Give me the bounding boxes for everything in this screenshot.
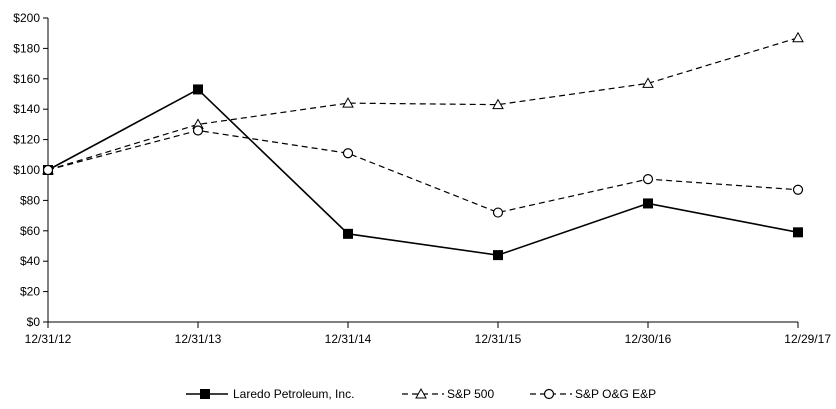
- data-point-s-p-o-g-e-p: [192, 125, 204, 136]
- y-axis-ticks: $0 $20 $40 $60 $80 $100 $120 $140 $160 $180 $200: [13, 11, 48, 329]
- legend-item-s-p-o-g-e-p: S&P O&G E&P: [530, 387, 656, 401]
- data-point-s-p-500: [492, 98, 504, 110]
- y-tick-label: $60: [20, 224, 40, 238]
- data-point-s-p-500: [642, 77, 654, 88]
- series-lines: [47, 37, 799, 256]
- y-tick-label: $180: [13, 41, 40, 55]
- y-tick-label: $160: [13, 72, 40, 86]
- series-line-laredo-petroleum-inc: [47, 88, 799, 256]
- data-point-s-p-o-g-e-p: [342, 148, 354, 159]
- legend-label-s-p-500: S&P 500: [447, 387, 494, 401]
- y-tick-label: $40: [20, 254, 40, 268]
- x-tick-label: 12/31/12: [25, 332, 72, 346]
- x-tick-label: 12/31/15: [475, 332, 522, 346]
- y-tick-label: $0: [27, 315, 41, 329]
- data-point-s-p-500: [342, 97, 354, 108]
- legend-label-laredo-petroleum-inc: Laredo Petroleum, Inc.: [233, 387, 354, 401]
- data-point-laredo-petroleum-inc: [343, 228, 353, 239]
- series-markers: [42, 31, 804, 261]
- data-point-laredo-petroleum-inc: [493, 250, 503, 261]
- data-point-s-p-o-g-e-p: [492, 207, 504, 218]
- series-line-s-p-500: [47, 37, 799, 171]
- data-point-s-p-o-g-e-p: [642, 174, 654, 185]
- y-tick-label: $140: [13, 102, 40, 116]
- series-line-s-p-o-g-e-p: [47, 129, 799, 214]
- legend-marker-s-p-o-g-e-p: [543, 388, 555, 400]
- x-tick-label: 12/31/13: [175, 332, 222, 346]
- axes: [47, 18, 798, 323]
- legend-label-s-p-o-g-e-p: S&P O&G E&P: [575, 387, 656, 401]
- data-point-laredo-petroleum-inc: [793, 227, 803, 238]
- legend-marker-s-p-500: [415, 387, 427, 399]
- x-axis-ticks: 12/31/12 12/31/13 12/31/14 12/31/15 12/30/16…: [25, 322, 831, 346]
- data-point-laredo-petroleum-inc: [193, 84, 203, 95]
- legend-item-s-p-500: S&P 500: [402, 387, 494, 401]
- legend-marker-laredo-petroleum-inc: [200, 389, 210, 399]
- data-point-laredo-petroleum-inc: [643, 198, 653, 209]
- x-tick-label: 12/31/14: [325, 332, 372, 346]
- y-tick-label: $100: [13, 163, 40, 177]
- y-tick-label: $20: [20, 285, 40, 299]
- data-point-s-p-o-g-e-p: [792, 184, 804, 195]
- data-point-s-p-500: [792, 31, 804, 43]
- x-tick-label: 12/29/17: [784, 332, 831, 346]
- y-tick-label: $200: [13, 11, 40, 25]
- legend-item-laredo-petroleum-inc: Laredo Petroleum, Inc.: [186, 387, 354, 401]
- legend: Laredo Petroleum, Inc. S&P 500 S&P O&G E&P: [186, 387, 656, 401]
- y-tick-label: $120: [13, 133, 40, 147]
- data-point-s-p-o-g-e-p: [42, 164, 54, 176]
- y-tick-label: $80: [20, 193, 40, 207]
- x-tick-label: 12/30/16: [625, 332, 672, 346]
